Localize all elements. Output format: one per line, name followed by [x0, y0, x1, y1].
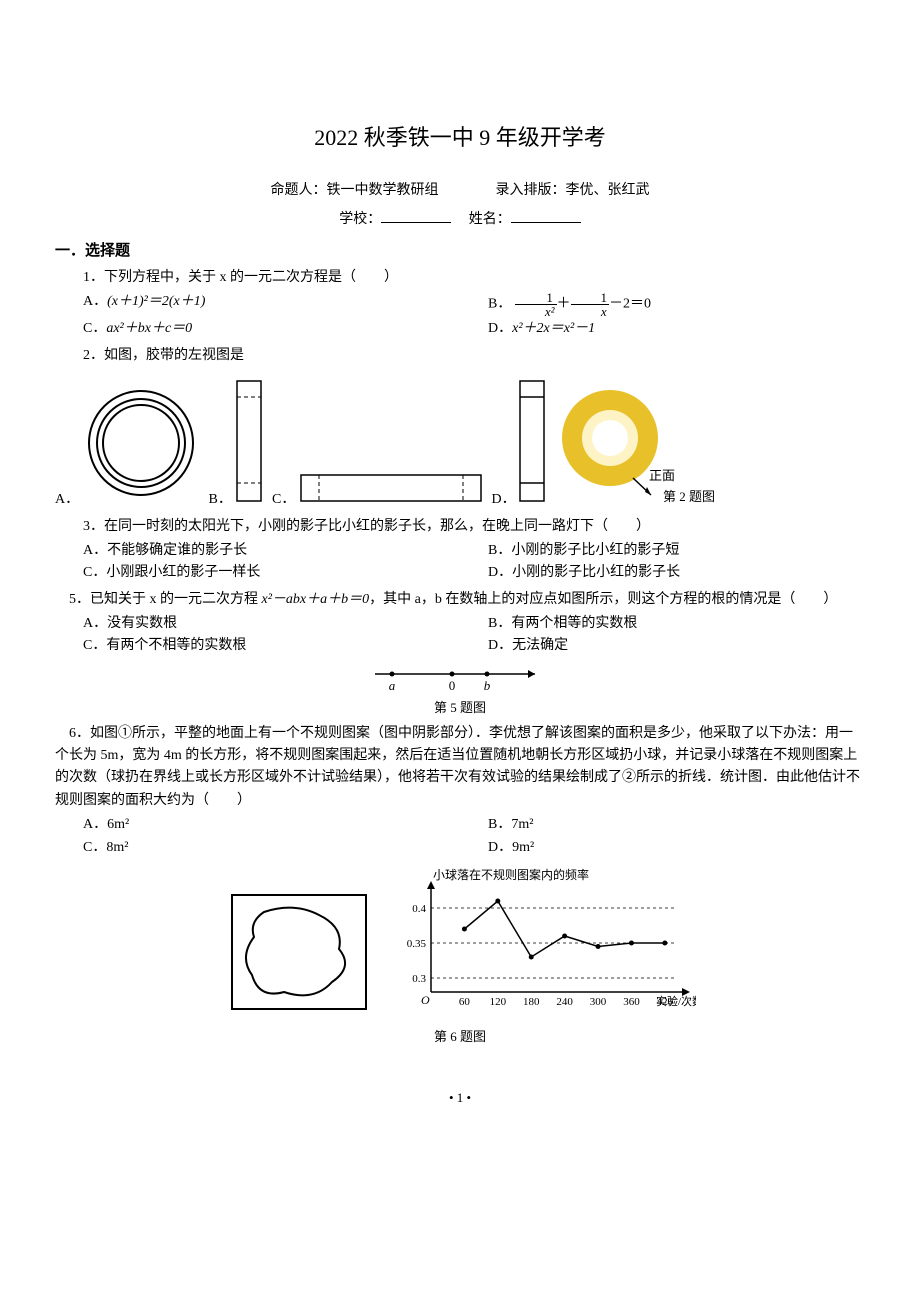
q5-b-label: b	[484, 678, 491, 693]
q5-optB: B．有两个相等的实数根	[460, 613, 865, 635]
frac-1-x: 1x	[571, 291, 610, 318]
q5-optD: D．无法确定	[460, 635, 865, 657]
q6-figures: 小球落在不规则图案内的频率 O 0.3 0.35 0.4 60 120 180 240 300 36…	[55, 867, 865, 1017]
svg-text:0.35: 0.35	[407, 938, 427, 950]
q6-optA: A．6m²	[55, 814, 460, 836]
q3-optA: A．不能够确定谁的影子长	[55, 540, 460, 562]
meta-line-1: 命题人：铁一中数学教研组 录入排版：李优、张红武	[55, 180, 865, 202]
q3-optD: D．小刚的影子比小红的影子长	[460, 562, 865, 584]
front-label: 正面	[649, 466, 675, 487]
meta-line-2: 学校： 姓名：	[55, 207, 865, 231]
q5-stem-post: ，其中 a，b 在数轴上的对应点如图所示，则这个方程的根的情况是（ ）	[369, 592, 837, 607]
name-blank[interactable]	[511, 207, 581, 223]
svg-text:300: 300	[590, 996, 607, 1008]
q1-optD-label: D．	[488, 321, 512, 336]
q2-optC-label: C．	[272, 489, 292, 511]
q5-optC: C．有两个不相等的实数根	[55, 635, 460, 657]
q6-caption: 第 6 题图	[55, 1027, 865, 1048]
q2-optA: A．	[55, 383, 201, 511]
q1-optC-label: C．	[83, 321, 106, 336]
q6-shape-svg	[224, 887, 374, 1017]
q2-options-row: A． B． C． D．	[55, 379, 865, 511]
q2-ring-svg	[81, 383, 201, 503]
author-value: 铁一中数学教研组	[327, 183, 439, 198]
q2-figlabel: 第 2 题图	[663, 487, 715, 508]
svg-text:小球落在不规则图案内的频率: 小球落在不规则图案内的频率	[433, 867, 589, 882]
q1-optB-label: B．	[488, 297, 511, 312]
page-footer: • 1 •	[55, 1088, 865, 1109]
svg-text:实验/次数: 实验/次数	[656, 994, 696, 1008]
q2-rectC-svg	[298, 473, 484, 503]
svg-text:60: 60	[459, 996, 471, 1008]
q3-optC: C．小刚跟小红的影子一样长	[55, 562, 460, 584]
svg-text:0.4: 0.4	[412, 903, 426, 915]
q2-optA-label: A．	[55, 489, 75, 511]
q1-optD-text: x²＋2x＝x²－1	[512, 321, 595, 336]
q5-stem-mid: x²－abx＋a＋b＝0	[262, 592, 370, 607]
svg-text:240: 240	[556, 996, 573, 1008]
q1-optB-suffix: －2＝0	[609, 297, 651, 312]
q1-optC-text: ax²＋bx＋c＝0	[106, 321, 192, 336]
q5-optA: A．没有实数根	[55, 613, 460, 635]
q2-tape-image: 正面 第 2 题图	[555, 383, 665, 511]
q6-optD: D．9m²	[460, 837, 865, 859]
svg-text:180: 180	[523, 996, 540, 1008]
q6-stem: 6．如图①所示，平整的地面上有一个不规则图案（图中阴影部分）．李优想了解该图案的…	[55, 723, 865, 813]
q3-stem: 3．在同一时刻的太阳光下，小刚的影子比小红的影子长，那么，在晚上同一路灯下（ ）	[55, 516, 865, 538]
q2-optD-label: D．	[492, 489, 512, 511]
q1-optC: C．ax²＋bx＋c＝0	[55, 318, 460, 340]
q1-optB: B． 1x²＋1x－2＝0	[460, 291, 865, 318]
q2-rectB-svg	[234, 379, 264, 503]
q6-optB: B．7m²	[460, 814, 865, 836]
q2-optB: B．	[209, 379, 265, 511]
q1-optA-label: A．	[83, 294, 107, 309]
q1-stem: 1．下列方程中，关于 x 的一元二次方程是（ ）	[55, 267, 865, 289]
q1-optA-text: (x＋1)²＝2(x＋1)	[107, 294, 205, 309]
typesetter-value: 李优、张红武	[566, 183, 650, 198]
q6-optC: C．8m²	[55, 837, 460, 859]
page-title: 2022 秋季铁一中 9 年级开学考	[55, 120, 865, 155]
q5-zero-label: 0	[449, 678, 456, 693]
q5-caption: 第 5 题图	[55, 698, 865, 719]
q2-optB-label: B．	[209, 489, 229, 511]
q5-stem: 5．已知关于 x 的一元二次方程 x²－abx＋a＋b＝0，其中 a，b 在数轴…	[55, 589, 865, 611]
q2-rectD-svg	[517, 379, 547, 503]
author-label: 命题人：	[271, 183, 327, 198]
q2-optC: C．	[272, 473, 484, 511]
q2-optD: D．	[492, 379, 548, 511]
q6-stem-text: 6．如图①所示，平整的地面上有一个不规则图案（图中阴影部分）．李优想了解该图案的…	[55, 726, 860, 808]
svg-text:360: 360	[623, 996, 640, 1008]
q2-stem: 2．如图，胶带的左视图是	[55, 345, 865, 367]
name-label: 姓名：	[469, 212, 511, 227]
svg-text:120: 120	[490, 996, 507, 1008]
school-label: 学校：	[339, 212, 381, 227]
typesetter-label: 录入排版：	[496, 183, 566, 198]
svg-text:O: O	[421, 993, 430, 1007]
section-1-heading: 一．选择题	[55, 239, 865, 263]
q5-numberline: a 0 b	[370, 664, 550, 694]
q5-a-label: a	[389, 678, 396, 693]
q1-optA: A．(x＋1)²＝2(x＋1)	[55, 291, 460, 318]
q6-chart-svg: 小球落在不规则图案内的频率 O 0.3 0.35 0.4 60 120 180 240 300 36…	[386, 867, 696, 1017]
frac-1-x2: 1x²	[515, 291, 557, 318]
q5-stem-pre: 5．已知关于 x 的一元二次方程	[69, 592, 262, 607]
school-blank[interactable]	[381, 207, 451, 223]
q1-optD: D．x²＋2x＝x²－1	[460, 318, 865, 340]
q3-optB: B．小刚的影子比小红的影子短	[460, 540, 865, 562]
svg-text:0.3: 0.3	[412, 973, 426, 985]
